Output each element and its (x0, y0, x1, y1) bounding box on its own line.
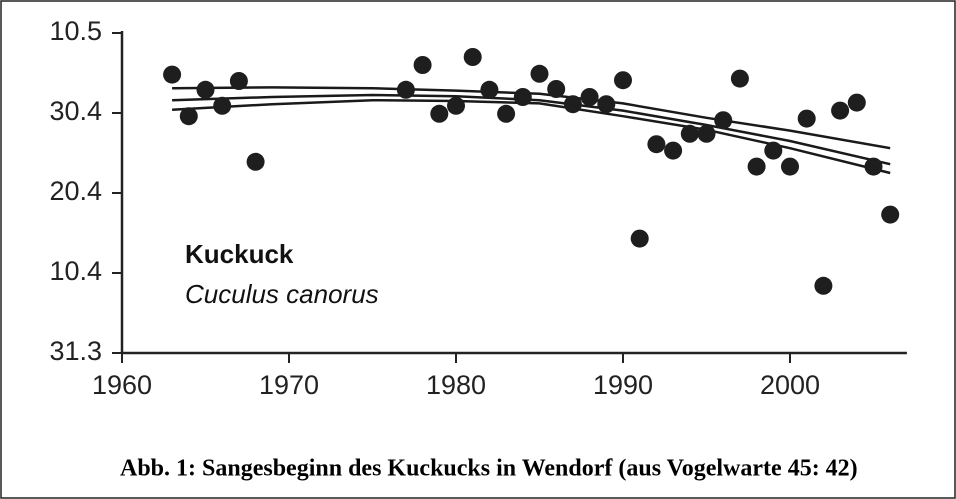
data-point (480, 80, 499, 99)
data-point (447, 96, 465, 115)
y-tick-label: 10.4 (49, 256, 102, 286)
data-point (764, 141, 783, 160)
trend-curve (172, 86, 891, 150)
data-point (513, 88, 532, 106)
data-point (881, 205, 900, 224)
x-tick-label: 1990 (593, 370, 653, 400)
x-tick-label: 1960 (92, 370, 152, 400)
data-point (413, 56, 432, 74)
data-point (547, 80, 566, 98)
x-tick-label: 2000 (760, 370, 820, 400)
data-point (697, 124, 716, 143)
data-point (714, 111, 733, 130)
data-point (814, 276, 833, 295)
data-point (580, 88, 599, 106)
data-point (597, 95, 616, 114)
data-point (614, 71, 632, 90)
data-point (196, 80, 215, 99)
data-point (430, 104, 449, 123)
x-tick-label: 1980 (426, 370, 486, 400)
data-point (797, 109, 816, 128)
y-tick-label: 31.3 (49, 336, 102, 366)
data-point (213, 96, 232, 115)
data-point (730, 69, 749, 88)
data-point (563, 95, 582, 114)
caption: Abb. 1: Sangesbeginn des Kuckucks in Wen… (120, 456, 858, 482)
data-point (781, 157, 799, 176)
data-point (229, 72, 248, 90)
data-point (680, 124, 699, 143)
x-tick-label: 1970 (259, 370, 319, 400)
trend-curve (172, 98, 891, 175)
data-point (163, 65, 182, 84)
data-point (864, 157, 883, 176)
y-tick-label: 10.5 (49, 16, 102, 46)
species-latin: Cuculus canorus (185, 279, 379, 309)
data-point (463, 48, 482, 66)
data-point (396, 80, 415, 99)
species-name: Kuckuck (185, 239, 294, 269)
data-point (497, 104, 516, 123)
data-point (530, 64, 549, 83)
y-tick-label: 20.4 (49, 176, 102, 206)
data-point (847, 93, 866, 112)
data-point (664, 141, 683, 160)
data-point (630, 229, 649, 248)
data-point (831, 101, 850, 120)
data-point (747, 157, 766, 176)
trend-curve (172, 93, 891, 166)
data-point (179, 107, 198, 126)
data-point (246, 152, 265, 171)
y-tick-label: 30.4 (49, 96, 102, 126)
data-point (647, 135, 666, 154)
